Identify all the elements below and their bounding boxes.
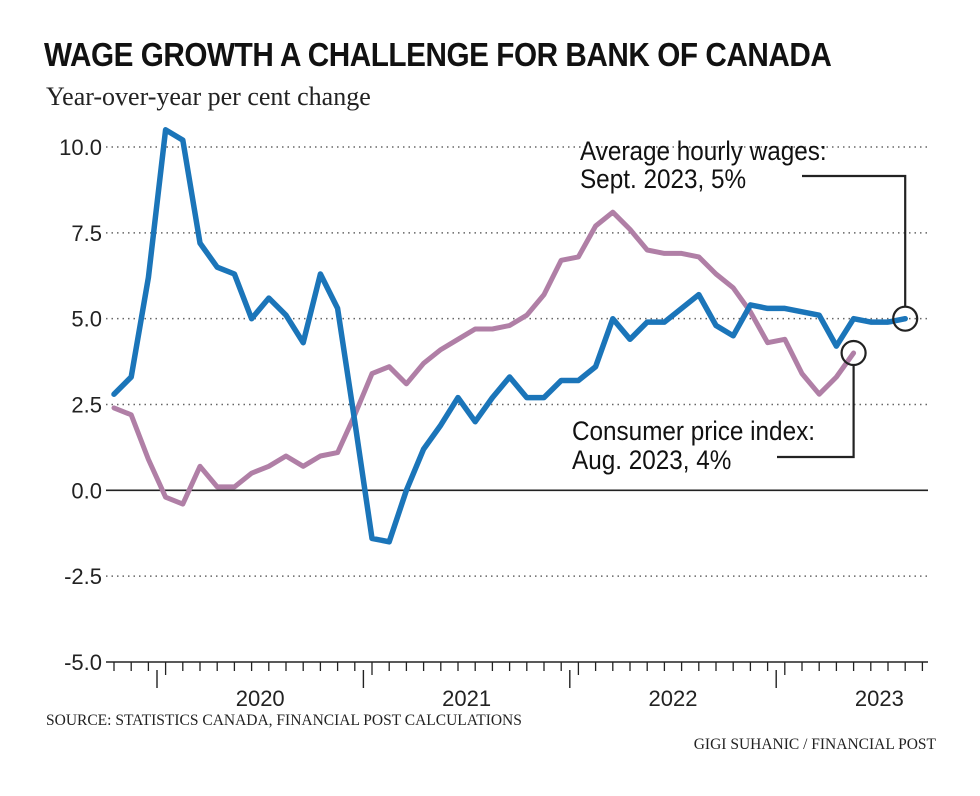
x-tick-label: 2020 (236, 686, 285, 711)
y-tick-label: -2.5 (64, 564, 102, 589)
cpi-line (111, 209, 857, 507)
wages-annotation-line2: Sept. 2023, 5% (580, 165, 746, 194)
wages-annotation-line1: Average hourly wages: (580, 137, 827, 166)
gridlines (106, 146, 928, 577)
x-axis: 2020 2021 2022 2023 (106, 661, 928, 711)
cpi-annotation-line1: Consumer price index: (572, 417, 815, 446)
annotations: Average hourly wages:Sept. 2023, 5% Consu… (572, 137, 919, 475)
source-note: SOURCE: STATISTICS CANADA, FINANCIAL POS… (46, 712, 522, 729)
series-lines (111, 127, 908, 545)
wages-line (111, 127, 908, 545)
cpi-annotation-line2: Aug. 2023, 4% (572, 446, 731, 475)
cpi-leader-line (777, 365, 855, 459)
x-tick-label: 2023 (855, 686, 904, 711)
y-tick-label: -5.0 (64, 650, 102, 675)
y-tick-label: 0.0 (71, 478, 102, 503)
y-tick-label: 2.5 (71, 393, 102, 418)
x-tick-label: 2022 (649, 686, 698, 711)
y-tick-label: 10.0 (59, 135, 102, 160)
x-tick-label: 2021 (442, 686, 491, 711)
y-tick-label: 5.0 (71, 307, 102, 332)
credit-note: GIGI SUHANIC / FINANCIAL POST (693, 736, 936, 753)
chart-subtitle: Year-over-year per cent change (46, 82, 371, 111)
y-axis-ticks: 10.0 7.5 5.0 2.5 0.0 -2.5 -5.0 (59, 135, 102, 675)
chart-title: WAGE GROWTH A CHALLENGE FOR BANK OF CANA… (44, 36, 832, 73)
wages-leader-line (802, 174, 907, 307)
y-tick-label: 7.5 (71, 221, 102, 246)
